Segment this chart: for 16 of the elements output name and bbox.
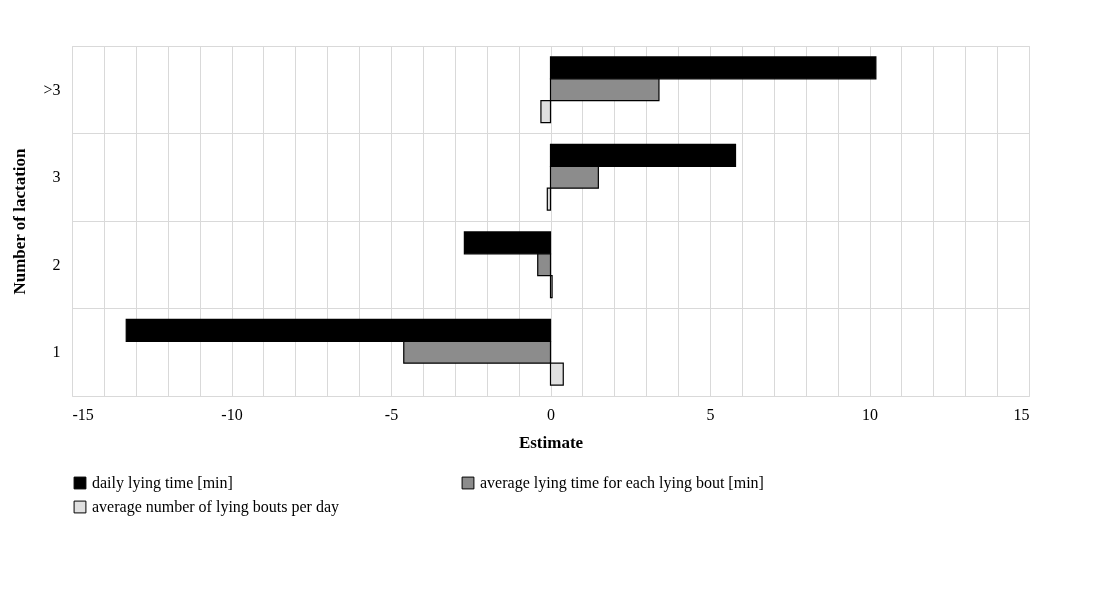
x-tick-label: 0 <box>547 405 555 423</box>
x-tick-label: 5 <box>706 405 715 423</box>
x-tick-label: -15 <box>72 405 94 423</box>
y-tick-label: 1 <box>52 343 61 361</box>
legend-label: average number of lying bouts per day <box>92 498 340 516</box>
legend-label: daily lying time [min] <box>92 474 233 492</box>
y-axis-title: Number of lactation <box>10 147 30 295</box>
legend-label: average lying time for each lying bout [min] <box>480 474 764 492</box>
x-tick-label: -5 <box>384 405 399 423</box>
x-tick-label: 10 <box>862 405 878 423</box>
x-axis-title: Estimate <box>518 432 584 452</box>
y-tick-label: 3 <box>52 168 61 186</box>
y-tick-label: 2 <box>52 255 61 273</box>
x-tick-label: 15 <box>1013 405 1030 423</box>
x-tick-label: -10 <box>221 405 243 423</box>
y-tick-label: >3 <box>43 80 61 98</box>
